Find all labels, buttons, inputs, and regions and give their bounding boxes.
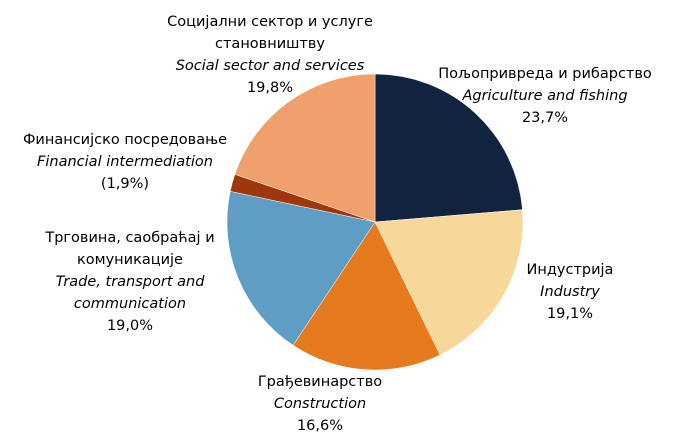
slice-label: Пољопривреда и рибарство Agriculture and … <box>425 63 665 129</box>
pie-slice <box>234 73 376 223</box>
slice-label: Социјални сектор и услуге становништву So… <box>145 11 395 99</box>
slice-label: Грађевинарство Construction 16,6% <box>220 371 420 433</box>
category-name: Социјални сектор и услуге становништву <box>167 14 373 52</box>
category-name: Грађевинарство <box>257 374 383 390</box>
category-name-en: Social sector and services <box>175 58 365 74</box>
category-name-en: Industry <box>540 284 600 300</box>
pie-slice <box>374 73 523 223</box>
value-label: 19,1% <box>546 306 594 322</box>
category-name: Индустрија <box>526 262 614 278</box>
category-name-en: Trade, transport and communication <box>55 274 205 312</box>
category-name: Финансијско посредовање <box>22 132 228 148</box>
category-name: Пољопривреда и рибарство <box>438 66 652 82</box>
category-name-en: Agriculture and fishing <box>462 88 628 104</box>
value-label: 19,8% <box>246 80 294 96</box>
pie-slice <box>226 191 376 346</box>
value-label: 19,0% <box>106 318 154 334</box>
slice-label: Финансијско посредовање Financial interme… <box>0 129 250 195</box>
value-label: (1,9%) <box>100 176 150 192</box>
value-label: 23,7% <box>521 110 569 126</box>
category-name-en: Financial intermediation <box>37 154 213 170</box>
value-label: 16,6% <box>296 418 344 433</box>
slice-label: Индустрија Industry 19,1% <box>500 259 640 325</box>
pie-slice <box>374 209 524 356</box>
slice-label: Трговина, саобраћај и комуникације Trade,… <box>35 227 225 337</box>
pie-slice <box>292 221 441 371</box>
category-name: Трговина, саобраћај и комуникације <box>45 230 215 268</box>
category-name-en: Construction <box>273 396 367 412</box>
